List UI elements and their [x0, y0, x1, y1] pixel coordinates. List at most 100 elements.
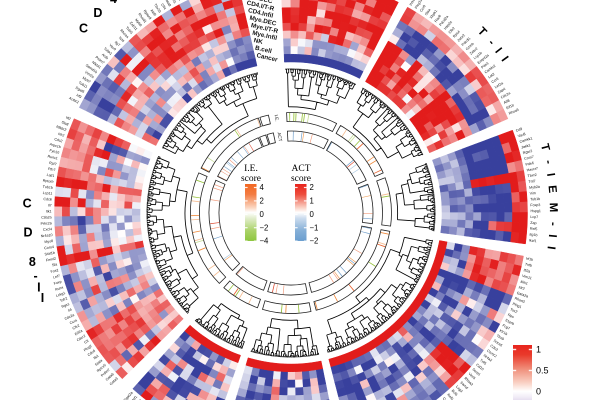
- svg-text:Cflr2: Cflr2: [72, 324, 81, 331]
- svg-text:Ilk1: Ilk1: [93, 354, 100, 361]
- svg-text:2: 2: [260, 197, 264, 206]
- svg-text:Rptor8: Rptor8: [143, 9, 153, 20]
- svg-text:Plcg11: Plcg11: [414, 0, 423, 10]
- svg-text:Vav9: Vav9: [108, 43, 117, 51]
- svg-text:Hspg1: Hspg1: [530, 209, 540, 213]
- svg-text:2: 2: [310, 183, 314, 192]
- svg-text:Foxp: Foxp: [53, 280, 62, 286]
- svg-text:Akt9: Akt9: [150, 9, 157, 17]
- svg-text:Cxcl4: Cxcl4: [43, 227, 52, 232]
- svg-text:Slaa: Slaa: [424, 8, 431, 16]
- svg-text:Lckg1: Lckg1: [55, 291, 65, 298]
- svg-text:Havcr7: Havcr7: [526, 166, 538, 172]
- svg-text:Vim5: Vim5: [468, 372, 477, 380]
- svg-text:Tbx1b: Tbx1b: [153, 3, 162, 14]
- svg-text:-: -: [542, 159, 555, 165]
- svg-text:Prkcr2: Prkcr2: [409, 0, 418, 7]
- svg-text:Dgat2a: Dgat2a: [123, 391, 134, 400]
- svg-text:Tub1b: Tub1b: [43, 185, 53, 190]
- svg-text:Lcp11: Lcp11: [43, 191, 53, 196]
- svg-text:Bcl6: Bcl6: [451, 389, 459, 397]
- svg-text:I: I: [546, 234, 558, 238]
- svg-text:Foxp3: Foxp3: [530, 203, 540, 207]
- svg-text:Tnfb: Tnfb: [524, 262, 532, 267]
- svg-text:Itk1: Itk1: [46, 209, 52, 213]
- svg-text:−2: −2: [260, 223, 269, 232]
- svg-text:Gzmb: Gzmb: [465, 42, 475, 51]
- svg-text:Pdcdl1: Pdcdl1: [461, 36, 472, 47]
- svg-text:Zebr2: Zebr2: [457, 33, 466, 43]
- svg-text:Lat2: Lat2: [487, 72, 495, 79]
- svg-text:Camkr2: Camkr2: [484, 64, 497, 75]
- svg-text:Irf1b: Irf1b: [526, 257, 534, 262]
- svg-text:4: 4: [260, 183, 265, 192]
- svg-text:-: -: [485, 37, 497, 48]
- svg-text:−4: −4: [260, 237, 270, 246]
- svg-text:Socs6: Socs6: [493, 339, 504, 348]
- svg-text:Rel9: Rel9: [446, 393, 454, 400]
- svg-text:Latl1: Latl1: [46, 173, 54, 178]
- svg-text:S1prb: S1prb: [504, 318, 514, 326]
- svg-text:Runx1: Runx1: [47, 154, 58, 160]
- svg-text:Ccrl1: Ccrl1: [169, 0, 177, 4]
- svg-text:Tcfr2: Tcfr2: [59, 297, 68, 304]
- svg-text:Rhoa3: Rhoa3: [514, 296, 525, 304]
- svg-text:C: C: [23, 197, 32, 211]
- svg-text:Pde3: Pde3: [480, 61, 489, 69]
- svg-text:Eif1b: Eif1b: [506, 103, 515, 110]
- svg-text:Rgs1: Rgs1: [61, 302, 70, 309]
- svg-text:Idr2: Idr2: [518, 285, 525, 291]
- svg-text:Serp1: Serp1: [471, 367, 481, 376]
- svg-text:Stata: Stata: [94, 359, 103, 367]
- svg-text:D: D: [23, 226, 32, 240]
- svg-text:M: M: [547, 203, 559, 213]
- svg-text:Atf8: Atf8: [503, 99, 511, 105]
- svg-text:Vim11: Vim11: [522, 274, 533, 280]
- svg-text:Klr1b: Klr1b: [499, 329, 508, 337]
- svg-text:Ikzf1: Ikzf1: [529, 238, 537, 243]
- svg-text:Rhoa3: Rhoa3: [463, 376, 473, 386]
- svg-text:E: E: [546, 185, 559, 194]
- svg-text:Prdm7: Prdm7: [94, 55, 105, 65]
- svg-text:Cdc6: Cdc6: [87, 349, 96, 357]
- svg-text:4: 4: [110, 0, 117, 6]
- svg-text:Eif2a: Eif2a: [74, 329, 83, 337]
- svg-text:Dgat6: Dgat6: [75, 86, 85, 94]
- svg-text:Plcg2: Plcg2: [83, 344, 93, 352]
- svg-text:Entpd2a: Entpd2a: [477, 53, 490, 64]
- svg-text:0: 0: [536, 387, 541, 397]
- svg-text:Cdc3: Cdc3: [489, 344, 498, 352]
- svg-text:Rhoal1: Rhoal1: [137, 12, 147, 23]
- svg-text:Xbpk1: Xbpk1: [429, 9, 438, 20]
- svg-text:Tcf4: Tcf4: [118, 36, 125, 44]
- svg-text:Rac8: Rac8: [434, 14, 442, 23]
- svg-text:Runx: Runx: [55, 285, 64, 291]
- svg-text:Coro4: Coro4: [44, 245, 54, 250]
- svg-text:I: I: [41, 291, 44, 305]
- svg-text:Rel5: Rel5: [530, 227, 538, 232]
- svg-text:Cdc6: Cdc6: [43, 197, 52, 201]
- svg-text:T: T: [538, 143, 551, 153]
- svg-text:Tubl1: Tubl1: [125, 26, 134, 35]
- svg-text:Rhoa5: Rhoa5: [508, 108, 519, 116]
- svg-text:Cflr2: Cflr2: [448, 26, 456, 34]
- svg-text:Irfr2: Irfr2: [58, 132, 65, 138]
- svg-text:1: 1: [536, 345, 541, 355]
- svg-text:Actbr2: Actbr2: [68, 96, 79, 104]
- svg-text:Gata3: Gata3: [109, 377, 119, 387]
- svg-text:Coror2: Coror2: [486, 349, 497, 359]
- svg-text:Nfkbl1: Nfkbl1: [91, 60, 102, 69]
- svg-text:Gata9: Gata9: [163, 0, 171, 7]
- svg-text:Tub11: Tub11: [78, 81, 88, 90]
- svg-text:Hsp2a: Hsp2a: [443, 20, 453, 31]
- svg-text:Cdc2a: Cdc2a: [500, 91, 511, 99]
- svg-text:Ifi2a: Ifi2a: [523, 268, 531, 274]
- svg-text:C: C: [79, 22, 88, 36]
- svg-text:Zebr2: Zebr2: [469, 47, 479, 56]
- svg-text:Pde6: Pde6: [525, 161, 534, 167]
- svg-text:Rpl7: Rpl7: [49, 161, 57, 166]
- svg-text:Cfl: Cfl: [84, 339, 90, 345]
- svg-text:Rgsr2: Rgsr2: [522, 149, 532, 155]
- svg-text:Myb8: Myb8: [134, 18, 143, 27]
- svg-text:Rptor5: Rptor5: [96, 363, 107, 373]
